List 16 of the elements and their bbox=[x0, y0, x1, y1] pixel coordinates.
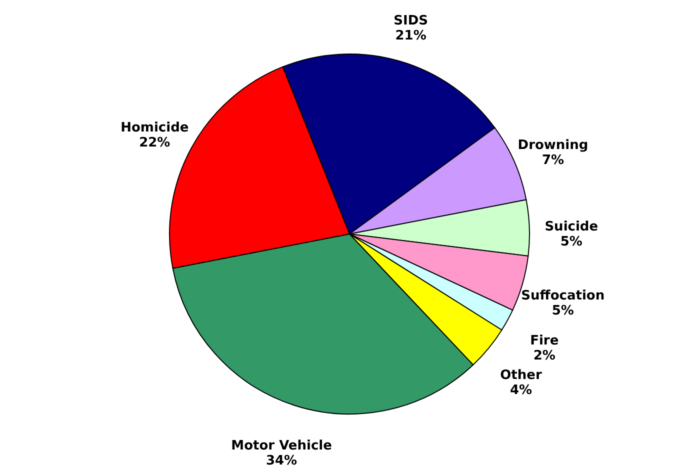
data-label: 22% bbox=[139, 136, 170, 151]
data-label: 34% bbox=[266, 453, 298, 468]
data-label: 2% bbox=[533, 348, 556, 364]
data-label: 5% bbox=[560, 234, 582, 250]
data-label: 7% bbox=[542, 153, 564, 168]
slice-label: SIDS bbox=[394, 14, 428, 29]
data-label: 5% bbox=[552, 303, 574, 318]
slice-label: Homicide bbox=[120, 120, 189, 136]
slice-label: Motor Vehicle bbox=[231, 438, 332, 454]
slice-label: Suicide bbox=[544, 219, 598, 234]
data-label: 4% bbox=[510, 382, 532, 398]
data-label: 21% bbox=[395, 28, 426, 44]
slice-label: Suffocation bbox=[521, 288, 605, 304]
slice-label: Fire bbox=[530, 333, 559, 348]
slice-label: Drowning bbox=[518, 138, 588, 154]
slice-label: Other bbox=[500, 368, 542, 383]
